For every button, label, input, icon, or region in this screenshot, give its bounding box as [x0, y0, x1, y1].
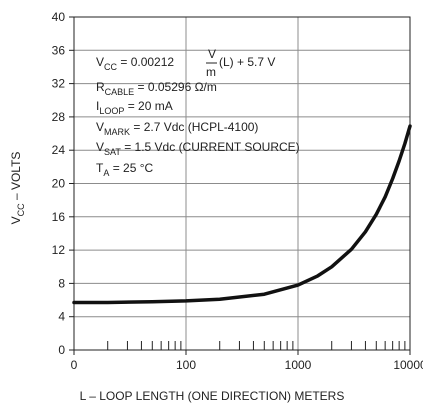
y-tick-label: 16: [52, 210, 66, 224]
y-tick-label: 4: [58, 310, 65, 324]
annotation-vmark: VMARK = 2.7 Vdc (HCPL-4100): [96, 120, 258, 137]
annotation-rcable: RCABLE = 0.05296 Ω/m: [96, 80, 217, 97]
y-tick-label: 24: [52, 143, 66, 157]
x-tick-label: 0: [71, 358, 78, 372]
annotation-vcc-formula-tail: (L) + 5.7 V: [219, 55, 275, 69]
y-tick-label: 28: [52, 110, 66, 124]
grid-lines: [74, 17, 410, 350]
annotation-vcc-formula: VCC = 0.00212: [96, 55, 174, 72]
x-tick-label: 100: [176, 358, 196, 372]
parameter-annotations: VCC = 0.00212 V m (L) + 5.7 V RCABLE = 0…: [96, 47, 300, 178]
annotation-iloop: ILOOP = 20 mA: [96, 99, 173, 116]
x-tick-label: 1000: [285, 358, 312, 372]
y-tick-label: 8: [58, 276, 65, 290]
y-tick-label: 0: [58, 343, 65, 357]
annotation-vsat: VSAT = 1.5 Vdc (CURRENT SOURCE): [96, 140, 300, 157]
y-tick-label: 40: [52, 10, 66, 24]
annotation-fraction-denominator: m: [206, 65, 216, 79]
annotation-ta: TA = 25 °C: [96, 161, 154, 178]
x-axis-label: L – LOOP LENGTH (ONE DIRECTION) METERS: [80, 389, 345, 403]
y-tick-label: 36: [52, 43, 66, 57]
y-tick-label: 20: [52, 177, 66, 191]
y-tick-label: 32: [52, 77, 66, 91]
y-axis-label: VCC – VOLTS: [9, 152, 26, 225]
series-line-vcc: [72, 124, 412, 305]
y-tick-label: 12: [52, 243, 66, 257]
y-axis-ticks: 0 4 8 12 16 20 24 28 32 36 40: [52, 10, 74, 357]
annotation-fraction-numerator: V: [208, 47, 216, 61]
